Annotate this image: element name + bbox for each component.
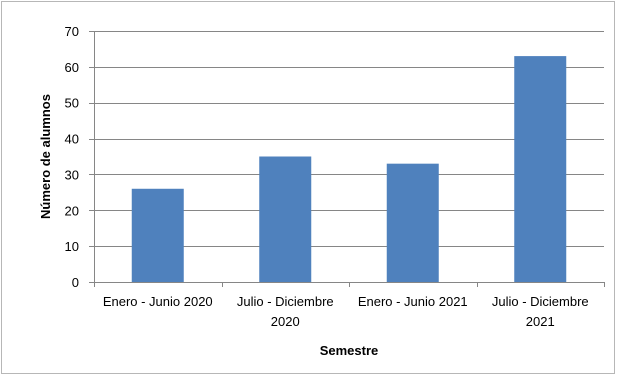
x-tick-labels: Enero - Junio 2020 Julio - Diciembre 2020 E… [103, 294, 589, 329]
x-tick-label: Julio - Diciembre 2021 [492, 294, 589, 329]
y-tick-label: 40 [65, 132, 79, 147]
bar [259, 156, 312, 282]
y-tick-label: 60 [65, 60, 79, 75]
x-tick-label: Julio - Diciembre 2020 [237, 294, 334, 329]
y-tick-label: 70 [65, 24, 79, 39]
bar [131, 188, 184, 282]
y-tick-label: 20 [65, 203, 79, 218]
x-tick-label: Enero - Junio 2020 [103, 294, 213, 309]
axes [89, 31, 605, 287]
y-axis-title: Número de alumnos [38, 94, 53, 219]
y-tick-label: 10 [65, 239, 79, 254]
x-tick-label: Enero - Junio 2021 [358, 294, 468, 309]
y-tick-label: 0 [72, 275, 79, 290]
x-axis-title: Semestre [320, 343, 379, 358]
y-tick-label: 30 [65, 167, 79, 182]
y-tick-labels: 0 10 20 30 40 50 60 70 [65, 24, 79, 290]
bar [514, 56, 567, 282]
bars [131, 56, 567, 282]
bar [386, 163, 439, 282]
y-tick-label: 50 [65, 96, 79, 111]
